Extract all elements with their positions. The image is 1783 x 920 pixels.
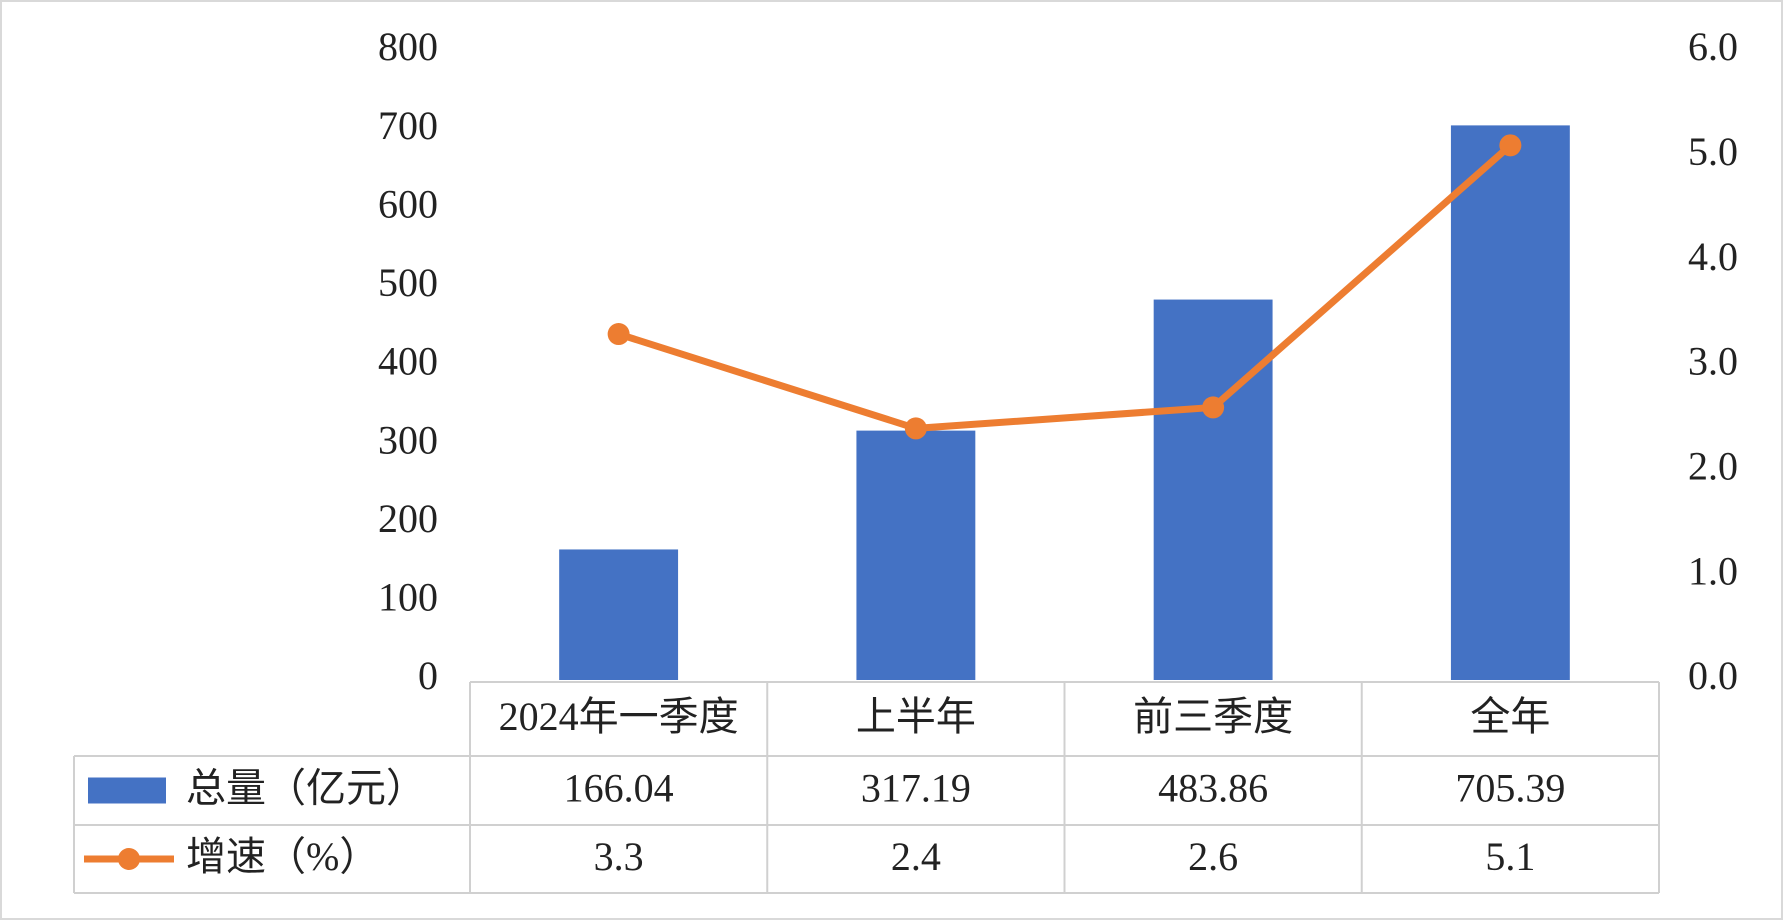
table-value: 3.3: [594, 834, 644, 879]
y-tick-label: 700: [378, 103, 438, 148]
bar: [559, 549, 679, 680]
y-tick-label: 800: [378, 24, 438, 69]
table-value: 317.19: [861, 766, 971, 811]
y2-tick-label: 1.0: [1688, 548, 1738, 593]
line-marker: [904, 417, 927, 440]
bar: [1450, 125, 1570, 681]
legend-swatch: [118, 848, 140, 870]
x-tick-label: 上半年: [856, 694, 976, 739]
y2-tick-label: 4.0: [1688, 234, 1738, 279]
table-value: 2.4: [891, 834, 941, 879]
legend-label: 增速（%）: [186, 834, 379, 879]
y-tick-label: 600: [378, 181, 438, 226]
line: [617, 142, 1513, 432]
line-marker: [607, 323, 630, 346]
y-tick-label: 100: [378, 575, 438, 620]
y2-tick-label: 6.0: [1688, 24, 1738, 69]
table-value: 5.1: [1485, 834, 1535, 879]
table-value: 483.86: [1158, 766, 1268, 811]
bar: [1153, 299, 1273, 680]
y2-tick-label: 3.0: [1688, 339, 1738, 384]
y2-tick-label: 0.0: [1688, 653, 1738, 698]
line-marker: [1499, 134, 1522, 157]
y-tick-label: 300: [378, 417, 438, 462]
y-tick-label: 500: [378, 260, 438, 305]
table-value: 166.04: [564, 766, 674, 811]
x-tick-label: 全年: [1470, 694, 1550, 739]
legend-swatch: [88, 777, 166, 804]
bar: [856, 430, 976, 680]
y2-tick-label: 2.0: [1688, 444, 1738, 489]
x-tick-label: 前三季度: [1133, 694, 1293, 739]
legend-label: 总量（亿元）: [186, 766, 426, 811]
y-tick-label: 400: [378, 339, 438, 384]
table-value: 2.6: [1188, 834, 1238, 879]
y-tick-label: 200: [378, 496, 438, 541]
table-value: 705.39: [1455, 766, 1565, 811]
y2-tick-label: 5.0: [1688, 129, 1738, 174]
x-tick-label: 2024年一季度: [499, 694, 739, 739]
line-marker: [1202, 396, 1225, 419]
y-tick-label: 0: [418, 653, 438, 698]
